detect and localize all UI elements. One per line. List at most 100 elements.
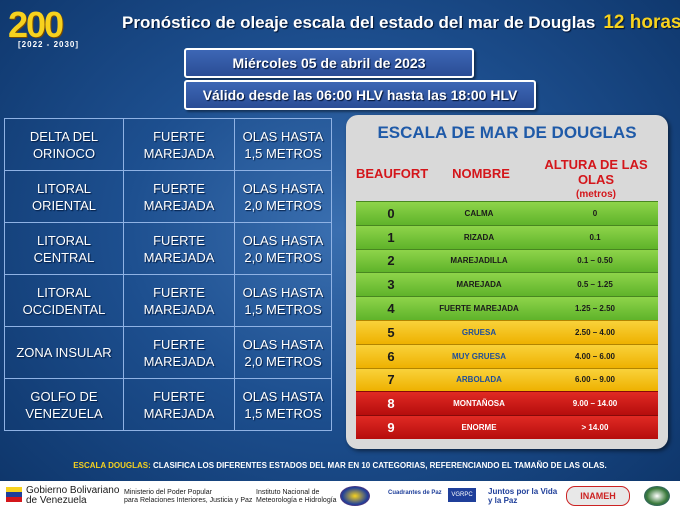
beaufort-cell: 1 (387, 229, 395, 245)
forecast-table: DELTA DEL ORINOCO FUERTE MAREJADA OLAS HAS… (4, 118, 332, 431)
forecast-row: DELTA DEL ORINOCO FUERTE MAREJADA OLAS HAS… (4, 118, 332, 171)
beaufort-cell: 4 (387, 301, 395, 317)
name-cell: ENORME (461, 423, 497, 433)
scale-row: 8 MONTAÑOSA 9.00 – 14.00 (356, 391, 658, 416)
zone-cell: ZONA INSULAR (4, 326, 124, 379)
gov-line1: Gobierno Bolivariano (26, 485, 120, 496)
name-cell: GRUESA (461, 327, 497, 337)
vgrpc-logo: VGRPC (448, 488, 476, 502)
note-text: CLASIFICA LOS DIFERENTES ESTADOS DEL MAR… (153, 461, 607, 470)
waves-cell: OLAS HASTA 1,5 METROS (234, 118, 332, 171)
beaufort-cell: 8 (387, 396, 395, 412)
height-cell: 0.5 – 1.25 (577, 280, 613, 290)
beaufort-cell: 6 (387, 348, 395, 364)
scale-row: 1 RIZADA 0.1 (356, 224, 658, 249)
ministry-line1: Ministerio del Poder Popular (124, 489, 212, 496)
name-cell: MAREJADILLA (450, 256, 508, 266)
scale-row: 0 CALMA 0 (356, 201, 658, 225)
name-cell: MAREJADA (456, 280, 502, 290)
douglas-note: ESCALA DOUGLAS: CLASIFICA LOS DIFERENTES… (0, 461, 680, 470)
name-cell: FUERTE MAREJADA (439, 304, 519, 314)
height-cell: > 14.00 (581, 423, 609, 433)
height-cell: 9.00 – 14.00 (572, 399, 618, 409)
condition-cell: FUERTE MAREJADA (123, 222, 235, 275)
condition-cell: FUERTE MAREJADA (123, 378, 235, 431)
name-cell: RIZADA (463, 232, 495, 242)
date-banner: Miércoles 05 de abril de 2023 (184, 48, 474, 78)
beaufort-cell: 7 (387, 372, 395, 388)
condition-cell: FUERTE MAREJADA (123, 118, 235, 171)
juntos-logo: Juntos por la Vida y la Paz (488, 487, 558, 505)
name-cell: ARBOLADA (456, 375, 502, 385)
page-title: Pronóstico de oleaje escala del estado d… (122, 12, 680, 34)
height-cell: 4.00 – 6.00 (574, 351, 616, 361)
name-cell: MONTAÑOSA (453, 399, 505, 409)
col-height-unit: (metros) (575, 189, 616, 200)
logo-number: 200 (8, 4, 64, 45)
cuadrantes-logo: Cuadrantes de Paz (388, 490, 442, 496)
scale-row: 5 GRUESA 2.50 – 4.00 (356, 319, 658, 344)
scale-row: 7 ARBOLADA 6.00 – 9.00 (356, 367, 658, 392)
inst-line2: Meteorología e Hidrología (256, 497, 337, 504)
condition-cell: FUERTE MAREJADA (123, 274, 235, 327)
scale-rows: 0 CALMA 0 1 RIZADA 0.1 2 MAREJADILLA 0.1 – 0.50 3… (356, 201, 658, 439)
inameh-logo: INAMEH (566, 486, 630, 506)
col-height-label: ALTURA DE LAS OLAS (544, 157, 648, 187)
forecast-row: LITORAL CENTRAL FUERTE MAREJADA OLAS HASTA… (4, 222, 332, 275)
police-shield-icon (340, 486, 370, 506)
ministry-logo: Ministerio del Poder Popular para Relaci… (124, 489, 252, 505)
col-name: NOMBRE (452, 166, 510, 181)
height-cell: 0.1 – 0.50 (577, 256, 613, 266)
logo-years: [2022 - 2030] (18, 40, 80, 49)
scale-row: 4 FUERTE MAREJADA 1.25 – 2.50 (356, 296, 658, 320)
waves-cell: OLAS HASTA 1,5 METROS (234, 274, 332, 327)
beaufort-cell: 9 (387, 420, 395, 436)
col-beaufort: BEAUFORT (356, 166, 429, 181)
beaufort-cell: 3 (387, 277, 395, 293)
gov-logo: Gobierno Bolivariano de Venezuela (26, 486, 119, 506)
col-height: ALTURA DE LAS OLAS (metros) (534, 157, 658, 200)
waves-cell: OLAS HASTA 2,0 METROS (234, 170, 332, 223)
height-cell: 0 (592, 208, 598, 218)
scale-title: ESCALA DE MAR DE DOUGLAS (377, 123, 637, 142)
beaufort-cell: 5 (387, 324, 395, 340)
validity-banner: Válido desde las 06:00 HLV hasta las 18:… (184, 80, 536, 110)
forecast-row: LITORAL ORIENTAL FUERTE MAREJADA OLAS HAST… (4, 170, 332, 223)
height-cell: 6.00 – 9.00 (574, 375, 616, 385)
scale-row: 9 ENORME > 14.00 (356, 415, 658, 439)
condition-cell: FUERTE MAREJADA (123, 170, 235, 223)
forecast-row: GOLFO DE VENEZUELA FUERTE MAREJADA OLAS HA… (4, 378, 332, 431)
bicentennial-logo: 200 [2022 - 2030] (8, 4, 108, 49)
forecast-row: ZONA INSULAR FUERTE MAREJADA OLAS HASTA 2,… (4, 326, 332, 379)
waves-cell: OLAS HASTA 1,5 METROS (234, 378, 332, 431)
scale-row: 3 MAREJADA 0.5 – 1.25 (356, 272, 658, 297)
douglas-scale-panel: ESCALA DE MAR DE DOUGLAS BEAUFORT NOMBRE… (346, 115, 668, 449)
waves-cell: OLAS HASTA 2,0 METROS (234, 326, 332, 379)
scale-row: 6 MUY GRUESA 4.00 – 6.00 (356, 343, 658, 368)
height-cell: 0.1 (589, 232, 601, 242)
beaufort-cell: 0 (387, 205, 395, 221)
zone-cell: LITORAL CENTRAL (4, 222, 124, 275)
institutional-logos: Gobierno Bolivariano de Venezuela Minist… (0, 481, 680, 511)
ministry-line2: para Relaciones Interiores, Justicia y P… (124, 497, 253, 504)
zone-cell: DELTA DEL ORINOCO (4, 118, 124, 171)
beaufort-cell: 2 (387, 253, 395, 269)
zone-cell: LITORAL OCCIDENTAL (4, 274, 124, 327)
condition-cell: FUERTE MAREJADA (123, 326, 235, 379)
scale-row: 2 MAREJADILLA 0.1 – 0.50 (356, 248, 658, 273)
seal-icon (644, 486, 670, 506)
institute-logo: Instituto Nacional de Meteorología e Hid… (256, 489, 337, 505)
scale-header: BEAUFORT NOMBRE ALTURA DE LAS OLAS (metr… (356, 151, 658, 208)
note-label: ESCALA DOUGLAS: (73, 461, 151, 470)
waves-cell: OLAS HASTA 2,0 METROS (234, 222, 332, 275)
height-cell: 1.25 – 2.50 (574, 304, 616, 314)
gov-line2: de Venezuela (26, 495, 87, 506)
name-cell: CALMA (464, 208, 494, 218)
forecast-row: LITORAL OCCIDENTAL FUERTE MAREJADA OLAS HA… (4, 274, 332, 327)
title-hours: 12 horas (603, 12, 680, 33)
inst-line1: Instituto Nacional de (256, 489, 320, 496)
height-cell: 2.50 – 4.00 (574, 327, 616, 337)
title-text: Pronóstico de oleaje escala del estado d… (122, 13, 596, 32)
venezuela-flag-icon (6, 487, 22, 502)
